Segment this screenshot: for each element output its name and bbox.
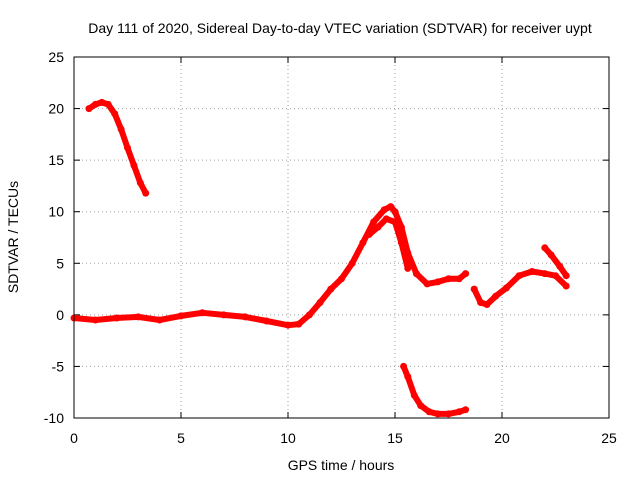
data-point	[359, 239, 367, 247]
data-point	[404, 373, 412, 381]
data-point	[198, 309, 206, 317]
data-point	[104, 100, 112, 108]
data-point	[295, 320, 303, 328]
data-point	[400, 362, 408, 370]
data-point	[387, 203, 395, 211]
data-point	[492, 292, 500, 300]
data-point	[562, 282, 570, 290]
data-point	[113, 314, 121, 322]
data-point	[556, 262, 564, 270]
data-point	[445, 275, 452, 283]
data-point	[316, 299, 324, 306]
x-tick-label: 0	[70, 430, 78, 446]
data-point	[136, 179, 144, 187]
data-point	[541, 244, 549, 252]
data-point	[547, 251, 555, 259]
data-point	[365, 230, 373, 238]
y-tick-label: -5	[52, 358, 65, 374]
data-point	[462, 270, 470, 278]
data-point	[477, 299, 485, 306]
chart-title: Day 111 of 2020, Sidereal Day-to-day VTE…	[88, 20, 592, 36]
y-tick-label: 25	[48, 49, 64, 65]
data-point	[263, 317, 271, 325]
data-point	[423, 280, 431, 288]
data-point	[156, 316, 164, 324]
x-axis-label: GPS time / hours	[288, 457, 395, 473]
series-track-negative	[400, 362, 470, 418]
data-point	[391, 208, 399, 216]
data-series	[70, 98, 570, 418]
data-point	[348, 259, 356, 267]
data-point	[124, 144, 131, 152]
data-point	[338, 275, 345, 283]
data-point	[434, 410, 442, 418]
data-point	[412, 270, 420, 278]
data-point	[515, 272, 523, 280]
data-point	[241, 313, 249, 321]
data-point	[177, 312, 185, 320]
y-tick-label: 10	[48, 204, 64, 220]
data-point	[410, 391, 418, 399]
data-point	[382, 215, 390, 223]
data-point	[425, 408, 433, 416]
x-tick-label: 20	[494, 430, 510, 446]
data-point	[380, 206, 388, 214]
series-line	[86, 99, 149, 197]
series-track-late-high	[541, 244, 570, 280]
data-point	[483, 301, 491, 308]
data-point	[284, 321, 292, 329]
data-point	[117, 125, 125, 133]
data-point	[374, 223, 382, 231]
grid-lines	[74, 57, 609, 418]
data-point	[111, 110, 119, 118]
data-point	[528, 268, 536, 275]
series-track-late	[470, 268, 570, 308]
series-line	[400, 363, 469, 417]
data-point	[562, 272, 570, 280]
data-point	[370, 218, 378, 226]
y-tick-label: 5	[56, 255, 64, 271]
data-point	[404, 264, 412, 272]
series-track-early-high	[85, 98, 150, 197]
data-point	[142, 189, 150, 197]
series-line	[541, 244, 570, 279]
plot-frame	[73, 56, 610, 419]
data-point	[434, 278, 442, 286]
data-point	[327, 285, 335, 293]
y-axis-label: SDTVAR / TECUs	[5, 181, 21, 293]
y-tick-label: 0	[56, 307, 64, 323]
data-point	[85, 105, 93, 113]
data-point	[220, 311, 228, 319]
data-point	[445, 410, 452, 418]
data-point	[417, 402, 425, 410]
data-point	[305, 311, 313, 319]
x-tick-label: 10	[280, 430, 296, 446]
y-tick-label: 20	[48, 101, 64, 117]
data-point	[455, 275, 463, 283]
data-point	[470, 285, 478, 293]
series-track-inner-loop	[365, 215, 412, 272]
data-point	[98, 98, 106, 106]
data-point	[391, 218, 399, 226]
data-point	[91, 100, 99, 108]
data-point	[455, 408, 463, 416]
data-point	[130, 161, 138, 169]
data-point	[91, 316, 99, 324]
x-tick-label: 15	[387, 430, 403, 446]
data-point	[397, 239, 405, 247]
x-tick-label: 5	[177, 430, 185, 446]
data-point	[541, 270, 549, 278]
y-tick-label: -10	[44, 410, 64, 426]
x-tick-label: 25	[601, 430, 617, 446]
data-point	[552, 272, 559, 280]
axis-ticks: 0 5 10 15 20 25 -10 -5 0 5 10 15 20 25	[44, 49, 617, 446]
data-point	[134, 313, 142, 321]
data-point	[502, 284, 510, 292]
series-track-main	[70, 203, 470, 329]
y-tick-label: 15	[48, 152, 64, 168]
data-point	[462, 406, 470, 414]
